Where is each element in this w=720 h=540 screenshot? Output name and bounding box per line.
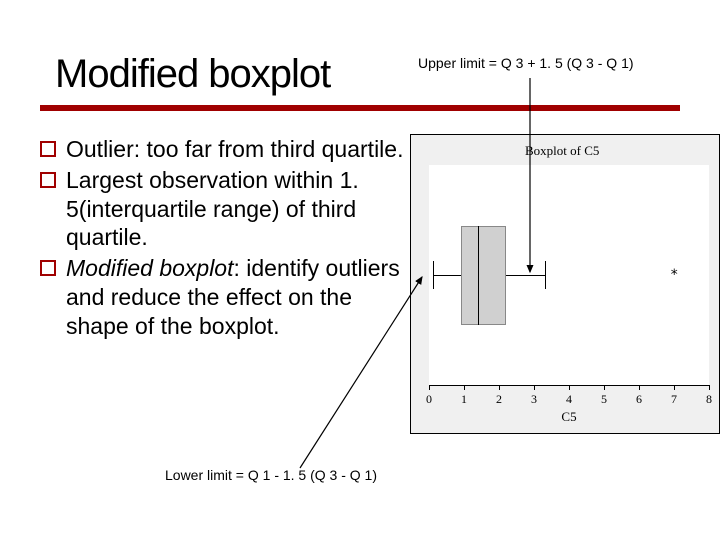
- axis-tick-label: 2: [496, 392, 502, 407]
- median-line: [478, 226, 479, 325]
- bullet-text: Modified boxplot: identify outliers and …: [66, 254, 408, 340]
- axis-tick: [674, 385, 675, 390]
- axis-tick: [639, 385, 640, 390]
- bullet-text: Largest observation within 1. 5(interqua…: [66, 166, 408, 252]
- outlier-point: *: [670, 268, 678, 282]
- chart-title: Boxplot of C5: [525, 143, 599, 159]
- upper-limit-formula: Upper limit = Q 3 + 1. 5 (Q 3 - Q 1): [418, 55, 634, 71]
- bullet-list: Outlier: too far from third quartile.Lar…: [40, 135, 408, 342]
- plot-area: 012345678C5*: [429, 165, 709, 385]
- axis-tick-label: 4: [566, 392, 572, 407]
- bullet-marker-icon: [40, 172, 56, 188]
- axis-tick-label: 1: [461, 392, 467, 407]
- axis-tick-label: 5: [601, 392, 607, 407]
- axis-tick: [429, 385, 430, 390]
- axis-tick: [709, 385, 710, 390]
- lower-limit-formula: Lower limit = Q 1 - 1. 5 (Q 3 - Q 1): [165, 467, 377, 483]
- axis-tick-label: 7: [671, 392, 677, 407]
- bullet-marker-icon: [40, 141, 56, 157]
- title-underline: [40, 105, 680, 111]
- axis-tick: [604, 385, 605, 390]
- whisker: [506, 275, 545, 276]
- bullet-item: Outlier: too far from third quartile.: [40, 135, 408, 164]
- axis-tick: [569, 385, 570, 390]
- bullet-text: Outlier: too far from third quartile.: [66, 135, 408, 164]
- axis-tick-label: 6: [636, 392, 642, 407]
- axis-tick-label: 8: [706, 392, 712, 407]
- axis-tick: [499, 385, 500, 390]
- boxplot-chart: Boxplot of C5 012345678C5*: [410, 134, 720, 434]
- axis-tick-label: 0: [426, 392, 432, 407]
- slide-root: Modified boxplot Upper limit = Q 3 + 1. …: [0, 0, 720, 540]
- whisker: [433, 275, 461, 276]
- whisker-cap: [545, 261, 546, 290]
- box-body: [461, 226, 507, 325]
- x-axis-label: C5: [561, 409, 576, 425]
- bullet-item: Modified boxplot: identify outliers and …: [40, 254, 408, 340]
- slide-title: Modified boxplot: [55, 52, 330, 97]
- axis-tick: [464, 385, 465, 390]
- axis-tick-label: 3: [531, 392, 537, 407]
- axis-tick: [534, 385, 535, 390]
- bullet-marker-icon: [40, 260, 56, 276]
- bullet-item: Largest observation within 1. 5(interqua…: [40, 166, 408, 252]
- whisker-cap: [433, 261, 434, 290]
